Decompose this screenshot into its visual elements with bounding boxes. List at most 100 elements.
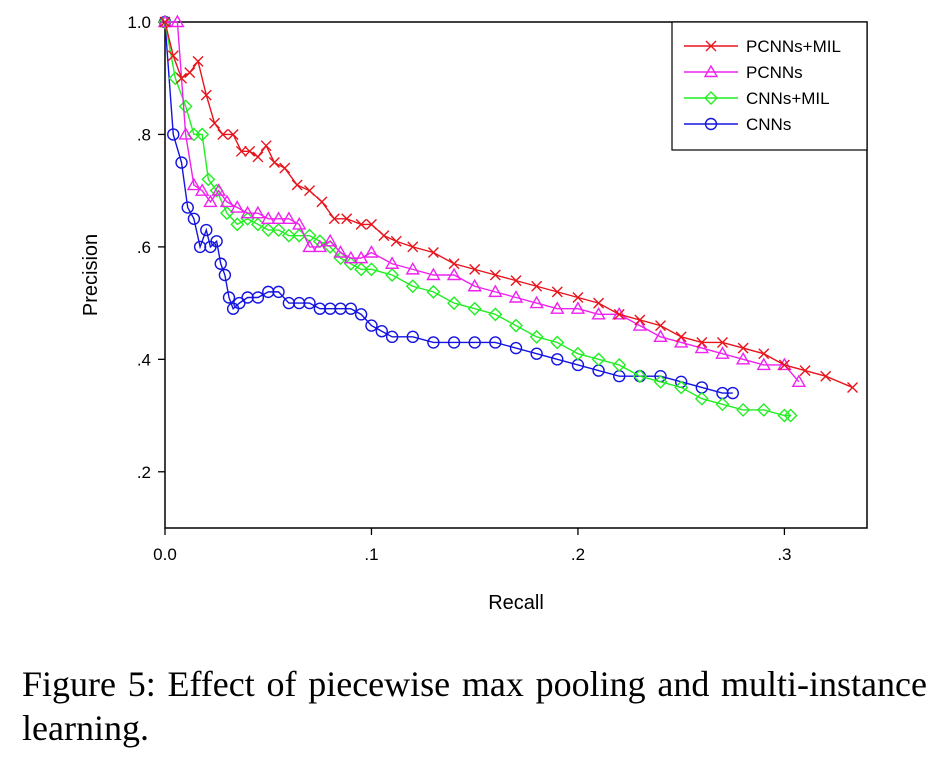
series-cnns xyxy=(158,15,739,400)
series-line xyxy=(165,21,800,383)
series-point-diamond xyxy=(612,357,627,372)
series-point-diamond xyxy=(694,391,709,406)
series-point-triangle xyxy=(673,335,689,348)
series-point-x xyxy=(390,235,402,247)
series-point-diamond xyxy=(488,307,503,322)
series-point-diamond xyxy=(261,223,276,238)
series-point-diamond xyxy=(674,380,689,395)
series-point-circle xyxy=(509,341,523,355)
series-point-triangle xyxy=(364,245,379,258)
series-point-circle xyxy=(167,128,180,141)
series-point-circle xyxy=(251,291,265,304)
series-point-circle xyxy=(233,296,246,310)
series-point-diamond xyxy=(736,402,751,417)
series-point-diamond xyxy=(509,318,523,333)
series-point-triangle xyxy=(157,14,173,28)
series-point-diamond xyxy=(230,217,245,232)
legend-label: CNNs xyxy=(746,115,791,134)
series-point-x xyxy=(328,213,340,225)
series-point-x xyxy=(551,286,563,298)
series-point-x xyxy=(365,218,377,230)
series-point-triangle xyxy=(281,211,297,224)
series-point-x xyxy=(378,230,390,242)
x-tick-label: .2 xyxy=(571,545,585,564)
series-point-triangle xyxy=(405,261,420,275)
series-point-triangle xyxy=(203,194,218,208)
series-point-diamond xyxy=(550,335,565,350)
series-point-diamond xyxy=(777,408,792,423)
series-point-diamond xyxy=(158,15,172,29)
series-point-diamond xyxy=(250,217,265,232)
series-point-circle xyxy=(530,347,543,360)
series-point-circle xyxy=(406,330,419,344)
series-point-circle xyxy=(187,212,201,225)
plot-frame xyxy=(164,21,868,529)
series-cnns-mil xyxy=(158,15,798,423)
series-point-diamond xyxy=(178,99,193,114)
series-point-circle xyxy=(704,117,718,131)
series-point-triangle xyxy=(612,306,627,320)
legend-entry: PCNNs xyxy=(684,63,803,82)
series-point-x xyxy=(159,16,171,28)
y-axis-title: Precision xyxy=(80,234,102,316)
series-point-circle xyxy=(489,336,502,349)
series-point-circle xyxy=(222,291,236,304)
legend-label: CNNs+MIL xyxy=(746,89,830,108)
series-point-circle xyxy=(375,325,388,338)
series-point-diamond xyxy=(653,374,668,389)
series-point-x xyxy=(279,162,291,174)
series-point-circle xyxy=(726,386,739,400)
series-point-x xyxy=(448,258,460,270)
series-point-circle xyxy=(200,223,213,237)
y-tick-label: .2 xyxy=(137,463,151,482)
series-point-x xyxy=(235,145,247,157)
series-point-triangle xyxy=(694,340,710,354)
series-point-x xyxy=(469,263,481,275)
series-point-x xyxy=(705,40,717,52)
series-point-circle xyxy=(214,257,227,270)
series-point-diamond xyxy=(201,172,216,187)
series-point-triangle xyxy=(230,200,245,213)
series-layer xyxy=(157,14,859,423)
legend-entry: CNNs+MIL xyxy=(684,89,830,108)
series-point-x xyxy=(192,55,204,67)
series-point-triangle xyxy=(703,64,719,78)
series-point-triangle xyxy=(446,267,462,281)
series-point-x xyxy=(510,275,522,287)
series-point-x xyxy=(167,50,179,62)
series-pcnns xyxy=(157,14,807,388)
series-point-x xyxy=(407,241,419,253)
series-point-x xyxy=(758,348,770,360)
series-point-triangle xyxy=(250,205,266,219)
series-point-triangle xyxy=(322,233,338,247)
series-point-circle xyxy=(468,336,481,349)
series-point-x xyxy=(217,128,229,140)
x-tick-label: 0.0 xyxy=(153,545,177,564)
series-point-diamond xyxy=(281,228,296,243)
series-point-circle xyxy=(303,296,316,310)
series-line xyxy=(164,21,733,394)
series-point-triangle xyxy=(632,318,648,331)
series-point-triangle xyxy=(529,295,544,309)
series-point-triangle xyxy=(570,301,586,314)
series-point-diamond xyxy=(333,251,348,266)
series-point-diamond xyxy=(426,284,441,299)
series-point-triangle xyxy=(186,177,202,191)
series-point-triangle xyxy=(312,239,328,253)
series-point-diamond xyxy=(783,408,798,423)
series-point-diamond xyxy=(704,91,718,105)
plot-border xyxy=(164,21,868,529)
legend-items: PCNNs+MIL PCNNs CNNs+MIL CNNs xyxy=(684,37,841,134)
series-point-x xyxy=(176,72,188,84)
series-point-diamond xyxy=(529,329,544,344)
series-point-triangle xyxy=(211,183,226,196)
series-line xyxy=(164,21,853,389)
series-point-diamond xyxy=(271,223,286,238)
series-point-x xyxy=(634,314,646,326)
series-point-triangle xyxy=(653,329,668,343)
series-point-x xyxy=(737,342,749,354)
series-point-x xyxy=(244,145,256,157)
series-point-x xyxy=(655,320,667,332)
series-point-triangle xyxy=(261,211,276,224)
series-point-x xyxy=(355,218,367,230)
